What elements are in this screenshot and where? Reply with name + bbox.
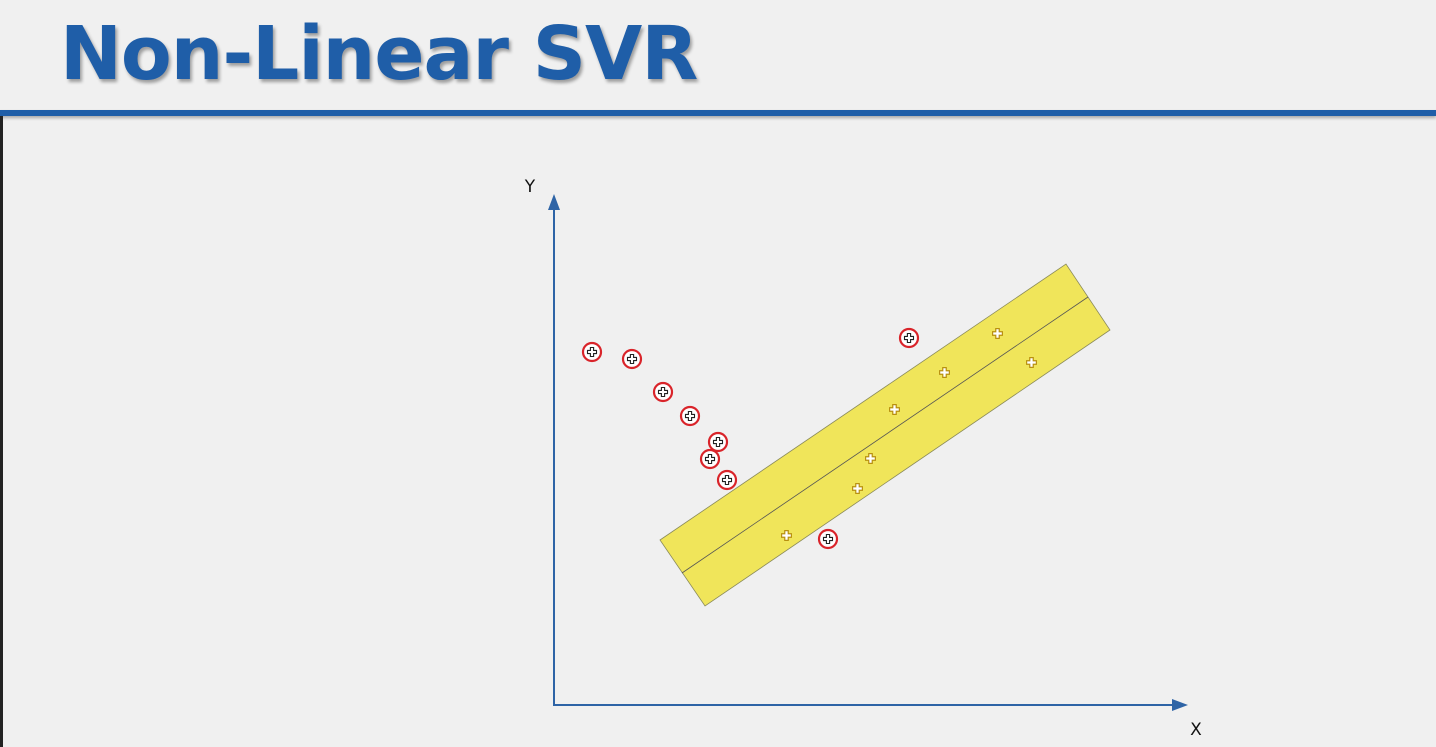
y-axis-arrow xyxy=(548,194,560,210)
slide-left-border xyxy=(0,116,3,747)
support-vectors xyxy=(581,327,920,550)
support-vector-point xyxy=(652,381,674,403)
support-vector-point xyxy=(581,341,603,363)
support-vector-point xyxy=(898,327,920,349)
support-vector-point xyxy=(707,431,729,453)
support-vector-point xyxy=(699,448,721,470)
regression-line xyxy=(681,296,1089,574)
x-axis-arrow xyxy=(1172,699,1188,711)
support-vector-point xyxy=(621,348,643,370)
x-axis-label: X xyxy=(1190,720,1202,740)
title-divider xyxy=(0,110,1436,116)
support-vector-point xyxy=(716,469,738,491)
slide-title: Non-Linear SVR xyxy=(60,11,698,97)
support-vector-point xyxy=(679,405,701,427)
support-vector-point xyxy=(817,528,839,550)
y-axis-label: Y xyxy=(524,177,536,197)
